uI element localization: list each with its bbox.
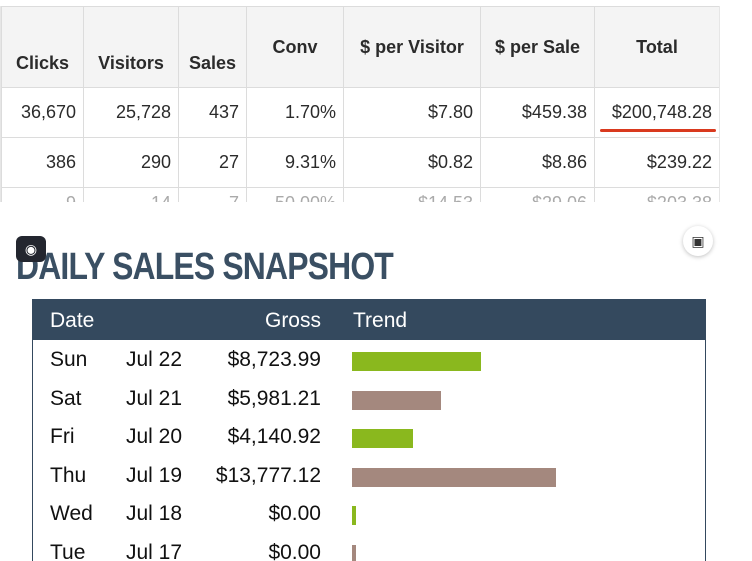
row-date: Jul 20 [126,425,183,449]
cell-clicks: 386 [1,137,84,188]
cell-clicks: 36,670 [1,87,84,138]
row-day: Tue [50,540,86,561]
cell-clicks: 9 [1,187,84,202]
list-item: Sat Jul 21 $5,981.21 [33,379,705,418]
row-gross: $8,723.99 [227,348,321,371]
header-date: Date [50,309,95,332]
row-date: Jul 19 [126,463,183,487]
row-date: Jul 21 [126,386,183,410]
cell-total: $203.38 [594,187,719,202]
trend-bar [352,467,556,487]
list-item: Fri Jul 20 $4,140.92 [33,417,705,456]
trend-bar [352,429,414,449]
row-gross: $0.00 [268,540,321,561]
stats-header-row: Clicks Visitors Sales Conv $ per Visitor… [1,6,719,88]
cell-per-visitor: $0.82 [343,137,481,188]
list-item: Thu Jul 19 $13,777.12 [33,456,705,495]
col-header-sales[interactable]: Sales [178,6,247,88]
cell-conv: 1.70% [246,87,344,138]
cell-sales: 7 [178,187,247,202]
trend-bar [352,506,356,526]
cell-per-visitor: $14.53 [343,187,481,202]
trend-bar [352,544,356,561]
col-header-conv[interactable]: Conv [246,6,344,88]
scan-icon[interactable]: ▣ [683,226,713,256]
list-item: Tue Jul 17 $0.00 [33,533,705,561]
col-header-visitors[interactable]: Visitors [83,6,179,88]
snapshot-title: DAILY SALES SNAPSHOT [16,246,394,288]
row-gross: $13,777.12 [215,463,321,487]
row-day: Sat [50,386,82,410]
cell-total: $239.22 [594,137,719,188]
trend-bar [352,390,441,410]
row-date: Jul 17 [126,540,183,561]
cell-per-visitor: $7.80 [343,87,481,138]
cell-per-sale: $29.06 [480,187,595,202]
row-date: Jul 22 [126,348,183,371]
cell-sales: 27 [178,137,247,188]
header-gross: Gross [264,309,321,332]
cell-sales: 437 [178,87,247,138]
row-day: Fri [50,425,75,449]
trend-bar [352,352,482,371]
col-header-clicks[interactable]: Clicks [1,6,84,88]
stats-table-container: Clicks Visitors Sales Conv $ per Visitor… [0,6,720,202]
cell-per-sale: $459.38 [480,87,595,138]
brain-icon[interactable]: ◉ [16,236,46,262]
stats-table: Clicks Visitors Sales Conv $ per Visitor… [1,6,719,202]
row-gross: $4,140.92 [227,425,321,449]
row-date: Jul 18 [126,502,183,526]
header-trend: Trend [353,309,408,332]
table-row: 9 14 7 50.00% $14.53 $29.06 $203.38 [1,187,719,202]
row-day: Wed [50,502,93,526]
cell-conv: 50.00% [246,187,344,202]
cell-per-sale: $8.86 [480,137,595,188]
cell-visitors: 290 [83,137,179,188]
cell-visitors: 25,728 [83,87,179,138]
col-header-total[interactable]: Total [594,6,719,88]
snapshot-header-row: Date Gross Trend [33,300,705,340]
table-row: 386 290 27 9.31% $0.82 $8.86 $239.22 [1,137,719,188]
row-gross: $0.00 [268,502,321,526]
snapshot-rows: Sun Jul 22 $8,723.99 Sat Jul 21 $5,981.21 Fri J… [33,340,705,561]
snapshot-table: Date Gross Trend Sun Jul 22 $8,723.99 Sat Ju… [32,299,706,561]
row-gross: $5,981.21 [227,386,321,410]
row-day: Thu [50,463,87,487]
row-day: Sun [50,348,88,371]
list-item: Sun Jul 22 $8,723.99 [33,340,705,379]
cell-conv: 9.31% [246,137,344,188]
col-header-per-sale[interactable]: $ per Sale [480,6,595,88]
cell-visitors: 14 [83,187,179,202]
total-highlight-underline [600,129,716,132]
list-item: Wed Jul 18 $0.00 [33,494,705,533]
col-header-per-visitor[interactable]: $ per Visitor [343,6,481,88]
